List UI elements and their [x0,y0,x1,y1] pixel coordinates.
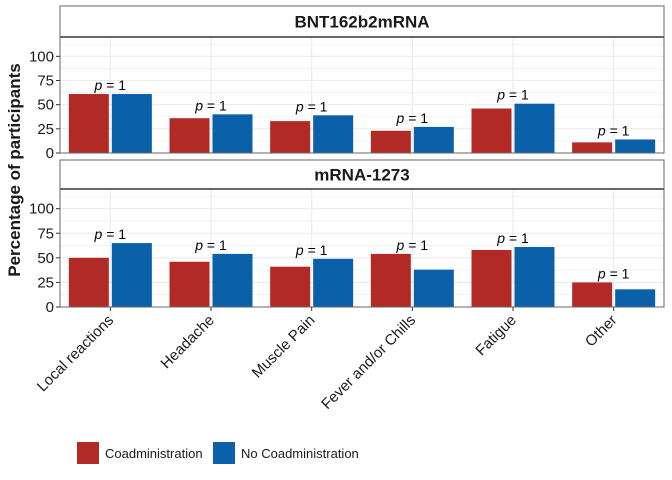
p-value-label: p = 1 [496,87,529,103]
x-category-label: Headache [157,312,217,372]
legend-label: No Coadministration [241,446,359,461]
y-tick-label: 25 [37,274,54,291]
p-value-label: p = 1 [94,77,127,93]
p-value-label: p = 1 [194,97,227,113]
y-tick-label: 25 [37,121,54,138]
y-tick-label: 100 [29,201,54,218]
bar-coadministration [370,130,411,153]
x-category-label: Other [582,312,621,351]
y-tick-label: 75 [37,225,54,242]
bar-no-coadministration [212,114,253,153]
bar-coadministration [572,282,613,307]
bar-no-coadministration [514,247,555,307]
x-category-label: Fatigue [472,312,519,359]
p-value-label: p = 1 [295,242,328,258]
bar-no-coadministration [313,115,354,153]
bar-coadministration [68,257,109,307]
y-axis-label: Percentage of participants [5,63,24,277]
bar-no-coadministration [413,126,454,153]
y-tick-label: 0 [46,145,54,162]
bar-coadministration [270,121,311,153]
bar-no-coadministration [111,94,152,153]
bar-no-coadministration [111,243,152,307]
facet-title: BNT162b2mRNA [294,13,429,32]
x-category-label: Muscle Pain [249,312,319,382]
y-tick-label: 0 [46,299,54,316]
y-tick-label: 100 [29,48,54,65]
bar-coadministration [370,253,411,307]
p-value-label: p = 1 [94,226,127,242]
bar-coadministration [169,261,210,307]
facet-panel: p = 1 p = 1 p = 1 p = 1 p = 1 p = 1 mRNA-1273 0… [29,159,665,316]
facet-title: mRNA-1273 [314,166,409,185]
bar-coadministration [270,266,311,307]
x-category-label: Fever and/or Chills [318,312,419,413]
legend: Coadministration No Coadministration [77,442,359,464]
bar-coadministration [572,142,613,153]
y-tick-label: 50 [37,97,54,114]
p-value-label: p = 1 [194,237,227,253]
p-value-label: p = 1 [396,110,429,126]
bar-no-coadministration [615,289,656,307]
y-tick-label: 75 [37,73,54,90]
facet-panel: p = 1 p = 1 p = 1 p = 1 p = 1 p = 1 BNT162b2mR… [29,5,665,162]
bar-no-coadministration [615,139,656,153]
bar-no-coadministration [514,103,555,153]
x-category-label: Local reactions [34,312,117,395]
y-tick-label: 50 [37,250,54,267]
bar-coadministration [68,94,109,153]
legend-key-no-coadministration [213,442,235,464]
bar-coadministration [471,249,512,307]
p-value-label: p = 1 [597,265,630,281]
p-value-label: p = 1 [597,122,630,138]
bar-no-coadministration [212,253,253,307]
p-value-label: p = 1 [496,230,529,246]
p-value-label: p = 1 [295,98,328,114]
p-value-label: p = 1 [396,237,429,253]
facet-strip [59,159,665,190]
legend-key-coadministration [77,442,99,464]
bar-no-coadministration [413,269,454,307]
legend-label: Coadministration [105,446,203,461]
bar-coadministration [169,118,210,153]
bar-coadministration [471,108,512,153]
bar-no-coadministration [313,258,354,307]
